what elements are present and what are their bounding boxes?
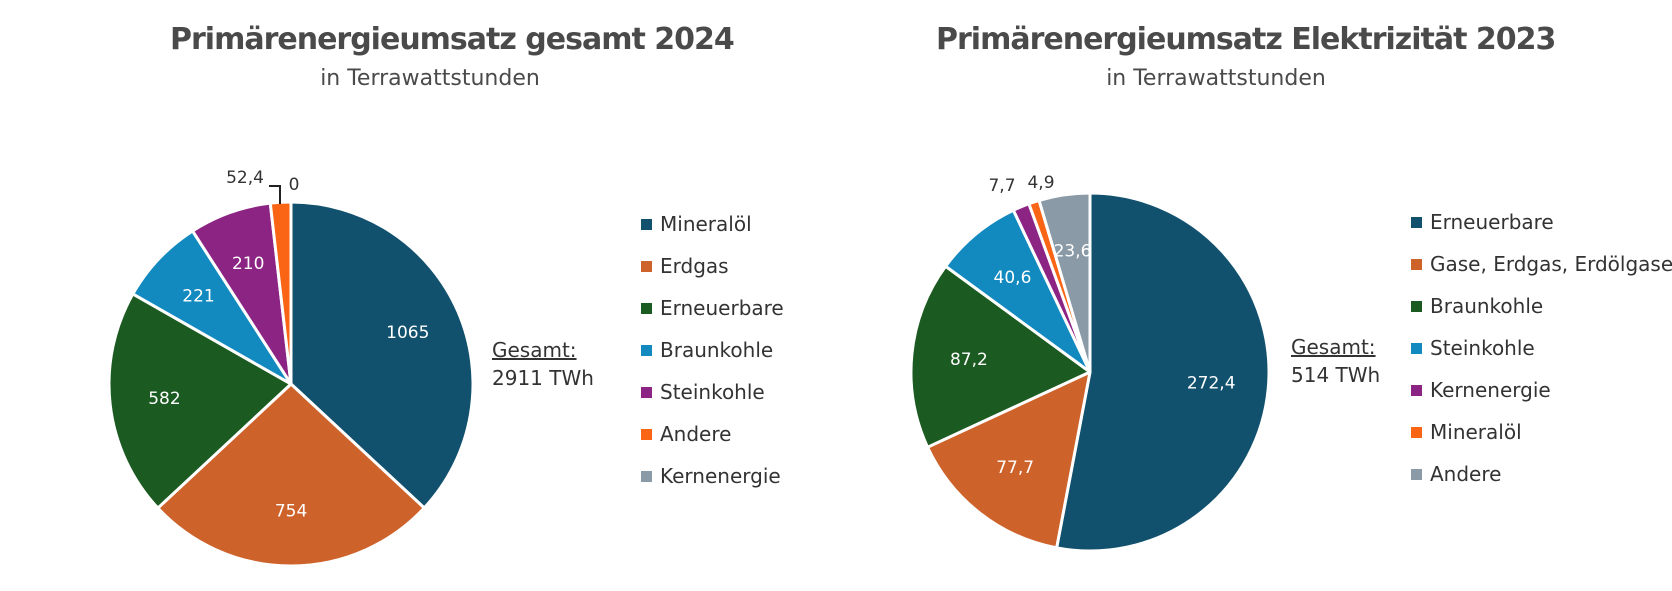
legend-label: Steinkohle <box>660 380 765 404</box>
chart-primary-energy-total: Primärenergieumsatz gesamt 2024 in Terra… <box>107 22 784 568</box>
legend-label: Braunkohle <box>1430 294 1544 318</box>
legend-swatch <box>1411 216 1422 228</box>
total-value: 514 TWh <box>1291 363 1381 387</box>
legend-item-mineraloel: Mineralöl <box>1411 411 1672 453</box>
legend-label: Mineralöl <box>660 212 752 236</box>
data-label-steinkohle: 210 <box>232 254 264 274</box>
legend-swatch <box>1411 384 1422 396</box>
legend-label: Kernenergie <box>1430 378 1551 402</box>
data-label-erneuerbare: 272,4 <box>1187 373 1236 393</box>
legend-item-steinkohle: Steinkohle <box>1411 327 1672 369</box>
total-label: Gesamt: <box>1291 335 1376 359</box>
chart-primary-energy-electricity: Primärenergieumsatz Elektrizität 2023 in… <box>836 0 1672 591</box>
chart-title: Primärenergieumsatz Elektrizität 2023 <box>936 22 1556 57</box>
data-label-steinkohle: 40,6 <box>994 268 1032 288</box>
slice-erneuerbare <box>107 292 293 510</box>
total-value: 2911 TWh <box>492 366 594 390</box>
legend-item-erneuerbare: Erneuerbare <box>1411 201 1672 243</box>
slice-mineraloel <box>289 200 475 510</box>
legend-label: Erneuerbare <box>1430 210 1554 234</box>
legend-item-andere: Andere <box>641 413 784 455</box>
legend-swatch <box>641 386 652 398</box>
legend-label: Erdgas <box>660 254 729 278</box>
total-box: Gesamt: 2911 TWh <box>492 336 594 392</box>
legend-item-erdgas: Erdgas <box>641 245 784 287</box>
slice-erdgas <box>156 382 426 568</box>
legend-label: Andere <box>660 422 732 446</box>
legend-item-braunkohle: Braunkohle <box>641 329 784 371</box>
data-label-erdgas: 754 <box>275 501 307 521</box>
slice-gase-erdgas-erdoelgase <box>926 370 1092 550</box>
legend-label: Mineralöl <box>1430 420 1522 444</box>
data-label-braunkohle: 221 <box>182 286 214 306</box>
legend: Mineralöl Erdgas Erneuerbare Braunkohle Stei… <box>641 203 784 497</box>
slice-andere <box>1037 191 1092 374</box>
data-label-andere: 23,6 <box>1054 242 1092 262</box>
chart-subtitle: in Terrawattstunden <box>1106 66 1326 91</box>
legend-item-kernenergie: Kernenergie <box>641 455 784 497</box>
legend-swatch <box>1411 258 1422 270</box>
legend-swatch <box>641 260 652 272</box>
legend-swatch <box>641 470 652 482</box>
total-label: Gesamt: <box>492 338 577 362</box>
legend-item-braunkohle: Braunkohle <box>1411 285 1672 327</box>
legend-label: Gase, Erdgas, Erdölgase <box>1430 252 1672 276</box>
leader-line <box>269 185 281 204</box>
legend-label: Braunkohle <box>660 338 774 362</box>
legend-swatch <box>1411 426 1422 438</box>
data-label-gase-erdgas-erdoelgase: 77,7 <box>996 458 1034 478</box>
legend-label: Steinkohle <box>1430 336 1535 360</box>
legend-swatch <box>641 344 652 356</box>
legend-label: Kernenergie <box>660 464 781 488</box>
legend-item-kernenergie: Kernenergie <box>1411 369 1672 411</box>
legend-swatch <box>641 302 652 314</box>
data-label-andere: 52,4 <box>226 168 264 188</box>
slice-erneuerbare <box>1055 191 1271 553</box>
legend-label: Erneuerbare <box>660 296 784 320</box>
legend-item-steinkohle: Steinkohle <box>641 371 784 413</box>
legend-label: Andere <box>1430 462 1502 486</box>
legend-item-mineraloel: Mineralöl <box>641 203 784 245</box>
pie-chart: 1065 754 582 221 210 52,4 0 <box>107 168 475 568</box>
legend-swatch <box>641 428 652 440</box>
data-label-mineraloel: 4,9 <box>1027 173 1054 193</box>
legend-item-gase-erdgas-erdoelgase: Gase, Erdgas, Erdölgase <box>1411 243 1672 285</box>
data-label-braunkohle: 87,2 <box>950 350 988 370</box>
legend-swatch <box>1411 468 1422 480</box>
legend-swatch <box>1411 342 1422 354</box>
pie-chart: 272,4 77,7 87,2 40,6 7,7 4,9 23,6 <box>909 173 1271 553</box>
legend-swatch <box>1411 300 1422 312</box>
legend-item-erneuerbare: Erneuerbare <box>641 287 784 329</box>
slice-braunkohle <box>909 264 1092 449</box>
total-box: Gesamt: 514 TWh <box>1291 333 1380 389</box>
data-label-erneuerbare: 582 <box>148 389 180 409</box>
data-label-kernenergie: 7,7 <box>988 176 1015 196</box>
data-label-mineraloel: 1065 <box>386 323 429 343</box>
legend-item-andere: Andere <box>1411 453 1672 495</box>
chart-subtitle: in Terrawattstunden <box>320 66 540 91</box>
chart-title: Primärenergieumsatz gesamt 2024 <box>170 22 735 57</box>
data-label-kernenergie: 0 <box>289 175 300 195</box>
legend: Erneuerbare Gase, Erdgas, Erdölgase Braunk… <box>1411 201 1672 495</box>
legend-swatch <box>641 218 652 230</box>
